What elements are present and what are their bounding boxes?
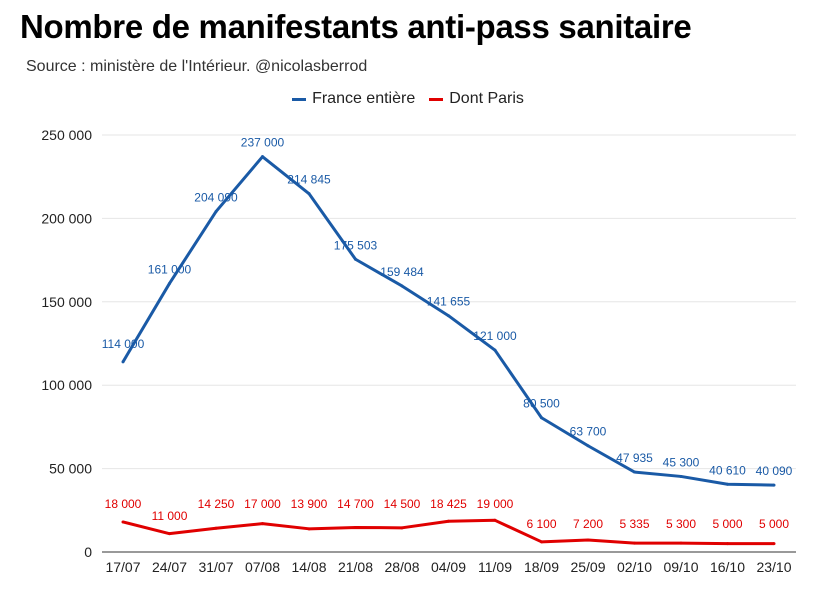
- data-point: [679, 541, 683, 545]
- y-tick-label: 150 000: [41, 294, 92, 310]
- x-tick-label: 09/10: [663, 559, 698, 575]
- data-label: 80 500: [523, 397, 560, 411]
- x-tick-label: 28/08: [384, 559, 419, 575]
- data-label: 18 425: [430, 497, 467, 511]
- legend-label-france: France entière: [312, 90, 416, 107]
- data-point: [772, 483, 776, 487]
- data-point: [633, 470, 636, 474]
- data-label: 114 000: [102, 337, 145, 351]
- data-label: 5 000: [759, 517, 789, 531]
- x-tick-label: 21/08: [338, 559, 373, 575]
- data-point: [400, 284, 404, 288]
- data-label: 161 000: [148, 262, 192, 276]
- data-label: 11 000: [152, 509, 188, 523]
- data-point: [214, 526, 218, 530]
- legend-swatch-france: [292, 97, 307, 101]
- data-label: 14 500: [384, 497, 421, 511]
- x-tick-label: 16/10: [710, 559, 745, 575]
- data-label: 47 935: [616, 451, 653, 465]
- x-tick-label: 07/08: [245, 559, 280, 575]
- data-point: [168, 281, 171, 285]
- data-point: [726, 482, 729, 486]
- data-label: 13 900: [291, 497, 328, 511]
- data-label: 63 700: [570, 425, 607, 439]
- x-tick-label: 14/08: [291, 559, 326, 575]
- data-point: [493, 518, 497, 522]
- series-line-france: [121, 155, 775, 487]
- data-label: 45 300: [663, 455, 700, 469]
- x-tick-label: 24/07: [152, 559, 187, 575]
- x-tick-label: 25/09: [570, 559, 605, 575]
- data-label: 214 845: [287, 173, 331, 187]
- chart-subtitle: Source : ministère de l'Intérieur. @nico…: [26, 58, 368, 75]
- y-tick-label: 250 000: [41, 127, 92, 143]
- data-label: 18 000: [105, 497, 142, 511]
- data-point: [726, 542, 729, 546]
- data-point: [540, 540, 543, 544]
- data-point: [447, 519, 450, 523]
- data-label: 40 610: [709, 463, 746, 477]
- x-tick-label: 02/10: [617, 559, 652, 575]
- data-point: [354, 525, 357, 529]
- data-point: [168, 532, 171, 536]
- data-label: 14 700: [337, 497, 374, 511]
- legend-item-france: France entière: [292, 90, 415, 108]
- data-label: 141 655: [427, 295, 471, 309]
- x-tick-label: 11/09: [478, 559, 512, 575]
- data-point: [447, 314, 450, 318]
- data-label: 175 503: [334, 238, 378, 252]
- data-point: [400, 526, 404, 530]
- data-point: [354, 257, 357, 261]
- data-point: [540, 416, 543, 420]
- data-label: 14 250: [198, 497, 235, 511]
- data-point: [493, 348, 497, 352]
- chart-title: Nombre de manifestants anti-pass sanitai…: [20, 8, 692, 45]
- data-label: 159 484: [380, 265, 424, 279]
- data-point: [261, 155, 264, 159]
- legend-item-paris: Dont Paris: [429, 90, 524, 108]
- legend-swatch-paris: [429, 97, 444, 101]
- legend-label-paris: Dont Paris: [449, 90, 524, 107]
- x-tick-label: 04/09: [431, 559, 466, 575]
- data-point: [772, 542, 776, 546]
- data-label: 19 000: [477, 497, 514, 511]
- data-label: 6 100: [526, 517, 556, 531]
- data-label: 17 000: [244, 497, 281, 511]
- data-label: 5 300: [666, 517, 696, 531]
- y-tick-label: 50 000: [49, 461, 92, 477]
- x-tick-label: 18/09: [524, 559, 559, 575]
- data-label: 237 000: [241, 136, 285, 150]
- x-tick-label: 17/07: [105, 559, 140, 575]
- data-point: [586, 538, 590, 542]
- data-label: 40 090: [756, 464, 793, 478]
- data-point: [633, 541, 636, 545]
- data-point: [307, 527, 311, 531]
- data-point: [121, 360, 125, 364]
- data-point: [121, 520, 125, 524]
- data-point: [679, 474, 683, 478]
- x-tick-label: 31/07: [198, 559, 233, 575]
- y-tick-label: 200 000: [41, 210, 92, 226]
- data-point: [261, 522, 264, 526]
- data-label: 204 090: [194, 191, 238, 205]
- y-tick-label: 0: [84, 544, 92, 560]
- data-point: [586, 444, 590, 448]
- data-label: 5 000: [712, 517, 742, 531]
- data-label: 121 000: [473, 329, 517, 343]
- x-tick-label: 23/10: [756, 559, 791, 575]
- data-point: [307, 192, 311, 196]
- y-tick-label: 100 000: [41, 377, 92, 393]
- data-label: 7 200: [573, 517, 603, 531]
- data-label: 5 335: [619, 517, 649, 531]
- legend: France entière Dont Paris: [0, 90, 816, 108]
- data-point: [214, 210, 218, 214]
